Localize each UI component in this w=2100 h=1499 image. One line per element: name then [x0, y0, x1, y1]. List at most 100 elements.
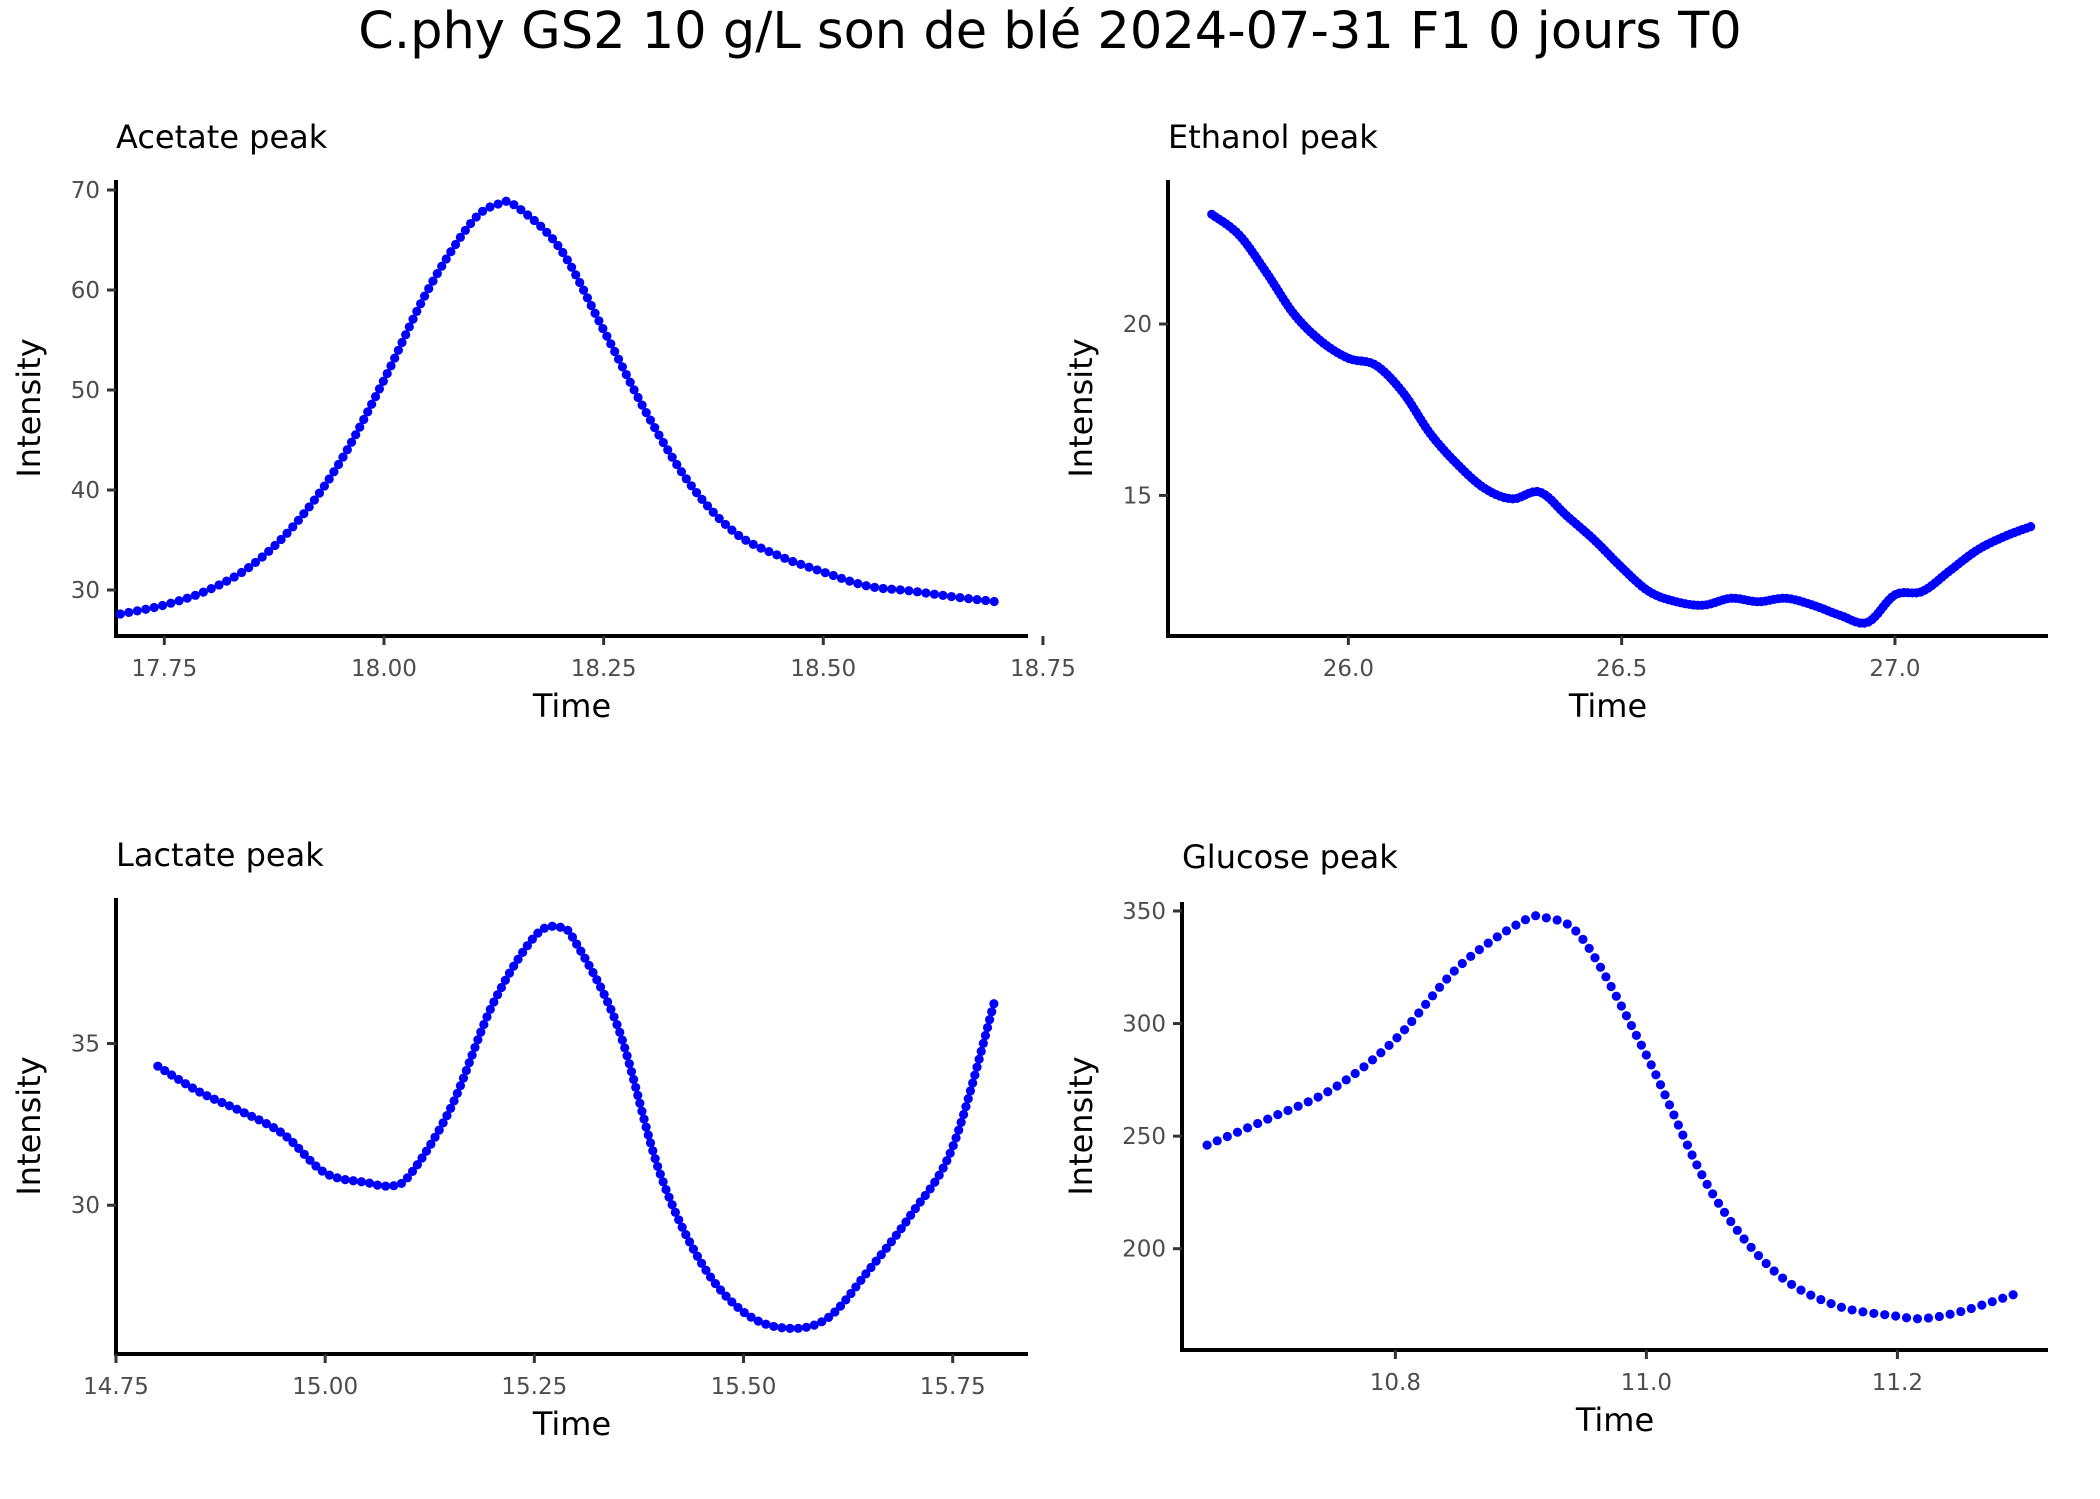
data-point — [610, 346, 620, 357]
x-axis-title: Time — [532, 687, 611, 725]
data-point — [1786, 1279, 1797, 1290]
data-point — [1869, 1308, 1879, 1319]
data-point — [153, 1061, 163, 1071]
data-point — [1323, 1087, 1333, 1097]
data-point — [710, 1279, 721, 1289]
data-point — [430, 1132, 440, 1142]
data-point — [615, 1027, 625, 1037]
data-point — [476, 1027, 486, 1037]
data-point — [1719, 1207, 1730, 1218]
data-point — [588, 967, 598, 978]
data-point — [972, 1062, 982, 1072]
data-point — [886, 1237, 896, 1247]
data-point — [637, 1106, 647, 1116]
data-point — [896, 1224, 906, 1234]
data-point — [1457, 958, 1467, 969]
data-point — [449, 1096, 459, 1106]
data-point — [1367, 1055, 1378, 1065]
data-point — [956, 1117, 966, 1127]
data-point — [217, 1097, 227, 1108]
data-point — [198, 587, 208, 597]
panel-lactate-peak: Lactate peak 14.75 15.00 15.25 15.50 15.75 30 3… — [10, 836, 1028, 1443]
data-point — [2008, 1290, 2018, 1300]
panel-title: Glucose peak — [1182, 838, 1398, 876]
x-tick-label: 18.75 — [1010, 656, 1076, 682]
data-point — [324, 474, 334, 484]
data-point — [664, 1192, 674, 1202]
data-point — [264, 546, 274, 556]
data-point — [734, 530, 744, 541]
data-point — [708, 507, 718, 517]
data-point — [1616, 1001, 1626, 1011]
data-point — [288, 1137, 298, 1148]
data-point — [1376, 1048, 1386, 1058]
data-point — [370, 391, 381, 402]
data-point — [856, 1275, 866, 1285]
data-point — [124, 607, 134, 618]
data-point — [180, 1079, 191, 1089]
data-point — [1966, 1303, 1976, 1314]
x-axis-title: Time — [532, 1405, 611, 1443]
data-point — [1987, 1297, 1997, 1307]
data-point — [516, 205, 526, 215]
data-point — [578, 285, 589, 295]
data-point — [160, 1065, 170, 1076]
data-point — [906, 1210, 916, 1220]
x-tick-label: 10.8 — [1370, 1370, 1421, 1396]
data-point — [407, 1166, 418, 1176]
data-point — [555, 922, 566, 932]
data-point — [705, 1272, 716, 1282]
data-point — [715, 1285, 726, 1295]
data-point — [637, 400, 647, 410]
data-point — [1655, 1080, 1666, 1090]
data-point — [861, 1269, 871, 1279]
data-point — [655, 1169, 665, 1179]
data-point — [206, 584, 216, 594]
data-point — [820, 568, 830, 578]
data-point — [945, 1148, 955, 1158]
data-point — [356, 1177, 367, 1187]
data-point — [676, 467, 687, 477]
data-point — [1232, 1127, 1243, 1137]
data-point — [1202, 1140, 1212, 1150]
data-point — [938, 1163, 948, 1173]
x-tick-label: 15.50 — [711, 1374, 777, 1400]
data-point — [501, 196, 511, 206]
data-point — [584, 960, 594, 970]
data-point — [460, 225, 470, 235]
data-point — [1595, 962, 1606, 972]
data-point — [948, 1141, 958, 1151]
data-point — [529, 215, 539, 226]
data-point — [1769, 1266, 1779, 1276]
data-point — [756, 543, 766, 553]
data-point — [1726, 1216, 1736, 1227]
data-point — [910, 1203, 920, 1214]
data-point — [876, 1250, 886, 1260]
data-point — [653, 1161, 663, 1172]
data-point — [167, 1070, 177, 1080]
data-point — [294, 1143, 304, 1153]
data-point — [891, 1230, 901, 1240]
data-point — [374, 384, 385, 394]
data-point — [1253, 1118, 1263, 1129]
data-point — [954, 1125, 964, 1135]
data-point — [473, 1035, 483, 1045]
data-point — [938, 590, 948, 600]
data-point — [1678, 1130, 1688, 1140]
data-point — [626, 1066, 637, 1077]
data-point — [982, 1022, 993, 1033]
data-point — [681, 474, 691, 484]
data-point — [785, 1323, 795, 1333]
data-point — [389, 1181, 399, 1191]
data-point — [386, 361, 396, 371]
data-point — [1746, 1242, 1756, 1252]
data-point — [1273, 1110, 1283, 1120]
data-point — [434, 1125, 444, 1135]
data-point — [1541, 913, 1551, 923]
data-point — [777, 1323, 787, 1333]
data-point — [378, 376, 388, 386]
data-point — [467, 1050, 477, 1060]
data-point — [485, 1004, 495, 1015]
data-point — [1350, 1068, 1360, 1079]
data-point — [904, 586, 914, 596]
